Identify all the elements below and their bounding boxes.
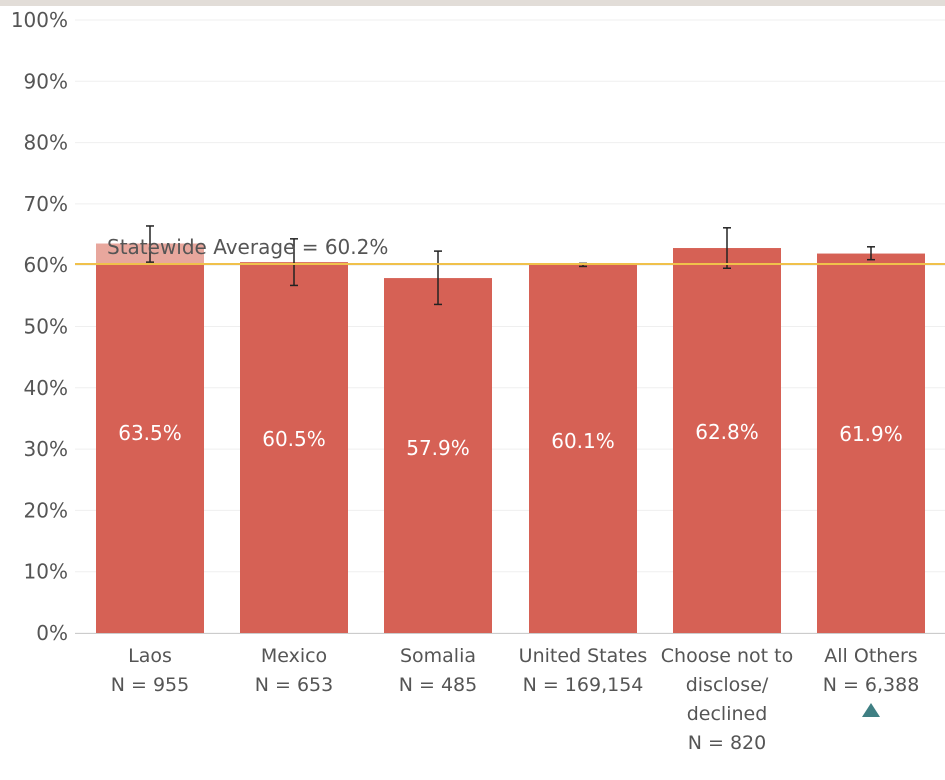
y-tick-label: 70% <box>24 192 68 216</box>
x-axis: Laos N = 955 Mexico N = 653 Somalia N = 485 Un… <box>75 633 945 754</box>
category-label: disclose/ <box>686 674 769 696</box>
value-label: 60.1% <box>551 429 615 453</box>
bar <box>529 264 637 633</box>
bar <box>673 248 781 633</box>
value-labels: 63.5% 60.5% 57.9% 60.1% 62.8% 61.9% <box>118 420 903 460</box>
y-tick-label: 30% <box>24 437 68 461</box>
category-label: All Others <box>824 645 917 667</box>
y-tick-label: 10% <box>24 560 68 584</box>
y-tick-label: 40% <box>24 376 68 400</box>
bar <box>384 278 492 633</box>
category-label: Mexico <box>261 645 327 667</box>
category-label: Choose not to <box>661 645 793 667</box>
value-label: 61.9% <box>839 422 903 446</box>
bar <box>817 253 925 634</box>
category-label: United States <box>519 645 648 667</box>
y-tick-label: 80% <box>24 131 68 155</box>
category-label: declined <box>687 703 768 725</box>
n-label: N = 485 <box>399 674 477 696</box>
y-tick-label: 60% <box>24 253 68 277</box>
y-tick-label: 100% <box>11 8 68 32</box>
value-label: 60.5% <box>262 427 326 451</box>
category-label: Somalia <box>400 645 476 667</box>
n-label: N = 169,154 <box>523 674 644 696</box>
y-tick-label: 90% <box>24 69 68 93</box>
top-border <box>0 0 945 6</box>
value-label: 57.9% <box>406 436 470 460</box>
n-label: N = 820 <box>688 732 766 754</box>
y-tick-label: 20% <box>24 498 68 522</box>
bar <box>240 262 348 633</box>
bar <box>96 243 204 633</box>
category-label: Laos <box>128 645 172 667</box>
statewide-average: Statewide Average = 60.2% <box>75 235 945 265</box>
value-label: 62.8% <box>695 420 759 444</box>
triangle-up-icon <box>862 703 880 717</box>
n-label: N = 653 <box>255 674 333 696</box>
y-tick-label: 50% <box>24 315 68 339</box>
y-axis: 0% 10% 20% 30% 40% 50% 60% 70% 80% 90% 100% <box>11 8 68 645</box>
y-tick-label: 0% <box>36 621 68 645</box>
average-label: Statewide Average = 60.2% <box>107 235 388 259</box>
n-label: N = 6,388 <box>823 674 920 696</box>
value-label: 63.5% <box>118 421 182 445</box>
n-label: N = 955 <box>111 674 189 696</box>
error-bars <box>146 225 875 306</box>
bars <box>96 243 925 634</box>
gridlines <box>75 19 945 634</box>
